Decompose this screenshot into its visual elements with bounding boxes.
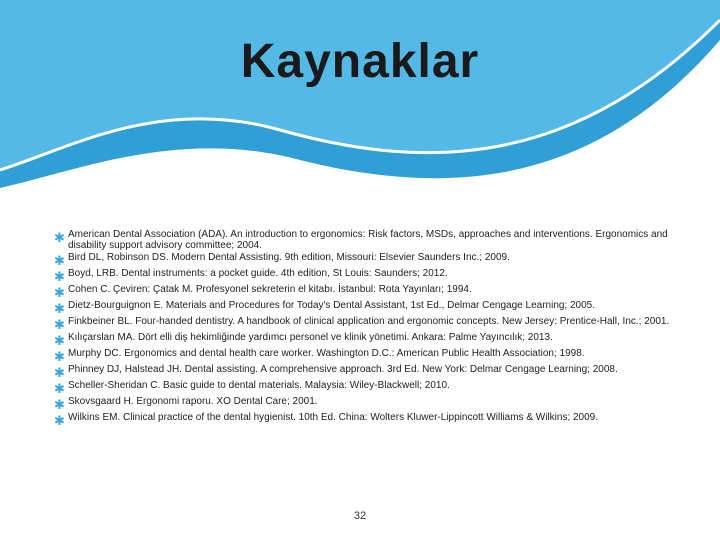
reference-item: ✱ American Dental Association (ADA). An … bbox=[54, 230, 670, 251]
reference-item: ✱ Skovsgaard H. Ergonomi raporu. XO Dent… bbox=[54, 397, 670, 411]
reference-text: Phinney DJ, Halstead JH. Dental assistin… bbox=[68, 365, 670, 376]
decorative-wave bbox=[0, 0, 720, 200]
reference-text: Finkbeiner BL. Four-handed dentistry. A … bbox=[68, 317, 670, 328]
reference-item: ✱ Murphy DC. Ergonomics and dental healt… bbox=[54, 349, 670, 363]
reference-text: Murphy DC. Ergonomics and dental health … bbox=[68, 349, 670, 360]
bullet-icon: ✱ bbox=[54, 334, 68, 347]
bullet-icon: ✱ bbox=[54, 366, 68, 379]
reference-item: ✱ Phinney DJ, Halstead JH. Dental assist… bbox=[54, 365, 670, 379]
bullet-icon: ✱ bbox=[54, 302, 68, 315]
reference-text: Skovsgaard H. Ergonomi raporu. XO Dental… bbox=[68, 397, 670, 408]
bullet-icon: ✱ bbox=[54, 398, 68, 411]
bullet-icon: ✱ bbox=[54, 270, 68, 283]
reference-item: ✱ Dietz-Bourguignon E. Materials and Pro… bbox=[54, 301, 670, 315]
wave-lower bbox=[0, 0, 720, 188]
bullet-icon: ✱ bbox=[54, 382, 68, 395]
page-number: 32 bbox=[0, 510, 720, 522]
reference-text: American Dental Association (ADA). An in… bbox=[68, 230, 670, 251]
reference-text: Dietz-Bourguignon E. Materials and Proce… bbox=[68, 301, 670, 312]
reference-item: ✱ Wilkins EM. Clinical practice of the d… bbox=[54, 413, 670, 427]
bullet-icon: ✱ bbox=[54, 414, 68, 427]
reference-text: Cohen C. Çeviren: Çatak M. Profesyonel s… bbox=[68, 285, 670, 296]
reference-item: ✱ Finkbeiner BL. Four-handed dentistry. … bbox=[54, 317, 670, 331]
reference-text: Wilkins EM. Clinical practice of the den… bbox=[68, 413, 670, 424]
reference-item: ✱ Kılıçarslan MA. Dört elli diş hekimliğ… bbox=[54, 333, 670, 347]
bullet-icon: ✱ bbox=[54, 231, 68, 244]
reference-item: ✱ Scheller-Sheridan C. Basic guide to de… bbox=[54, 381, 670, 395]
bullet-icon: ✱ bbox=[54, 254, 68, 267]
reference-text: Boyd, LRB. Dental instruments: a pocket … bbox=[68, 269, 670, 280]
reference-text: Bird DL, Robinson DS. Modern Dental Assi… bbox=[68, 253, 670, 264]
bullet-icon: ✱ bbox=[54, 318, 68, 331]
reference-text: Scheller-Sheridan C. Basic guide to dent… bbox=[68, 381, 670, 392]
slide-title: Kaynaklar bbox=[0, 34, 720, 89]
reference-item: ✱ Boyd, LRB. Dental instruments: a pocke… bbox=[54, 269, 670, 283]
bullet-icon: ✱ bbox=[54, 286, 68, 299]
reference-text: Kılıçarslan MA. Dört elli diş hekimliğin… bbox=[68, 333, 670, 344]
reference-item: ✱ Cohen C. Çeviren: Çatak M. Profesyonel… bbox=[54, 285, 670, 299]
bullet-icon: ✱ bbox=[54, 350, 68, 363]
references-list: ✱ American Dental Association (ADA). An … bbox=[54, 230, 670, 429]
reference-item: ✱ Bird DL, Robinson DS. Modern Dental As… bbox=[54, 253, 670, 267]
